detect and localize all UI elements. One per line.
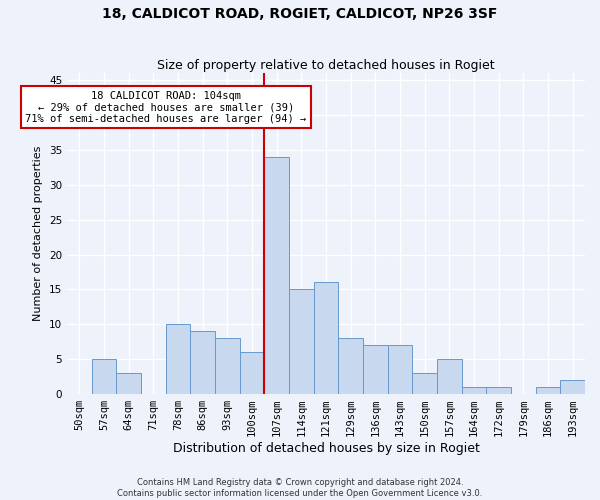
X-axis label: Distribution of detached houses by size in Rogiet: Distribution of detached houses by size … (173, 442, 479, 455)
Bar (437, 359, 461, 394)
Bar (388, 345, 412, 394)
Bar (412, 373, 437, 394)
Bar (166, 324, 190, 394)
Bar (314, 282, 338, 394)
Bar (215, 338, 240, 394)
Bar (536, 387, 560, 394)
Text: 18 CALDICOT ROAD: 104sqm
← 29% of detached houses are smaller (39)
71% of semi-d: 18 CALDICOT ROAD: 104sqm ← 29% of detach… (25, 90, 307, 124)
Bar (338, 338, 363, 394)
Bar (265, 157, 289, 394)
Text: Contains HM Land Registry data © Crown copyright and database right 2024.
Contai: Contains HM Land Registry data © Crown c… (118, 478, 482, 498)
Bar (116, 373, 141, 394)
Bar (92, 359, 116, 394)
Text: 18, CALDICOT ROAD, ROGIET, CALDICOT, NP26 3SF: 18, CALDICOT ROAD, ROGIET, CALDICOT, NP2… (103, 8, 497, 22)
Bar (461, 387, 487, 394)
Bar (289, 290, 314, 394)
Bar (560, 380, 585, 394)
Bar (240, 352, 265, 394)
Bar (190, 332, 215, 394)
Title: Size of property relative to detached houses in Rogiet: Size of property relative to detached ho… (157, 59, 495, 72)
Y-axis label: Number of detached properties: Number of detached properties (34, 146, 43, 322)
Bar (363, 345, 388, 394)
Bar (487, 387, 511, 394)
